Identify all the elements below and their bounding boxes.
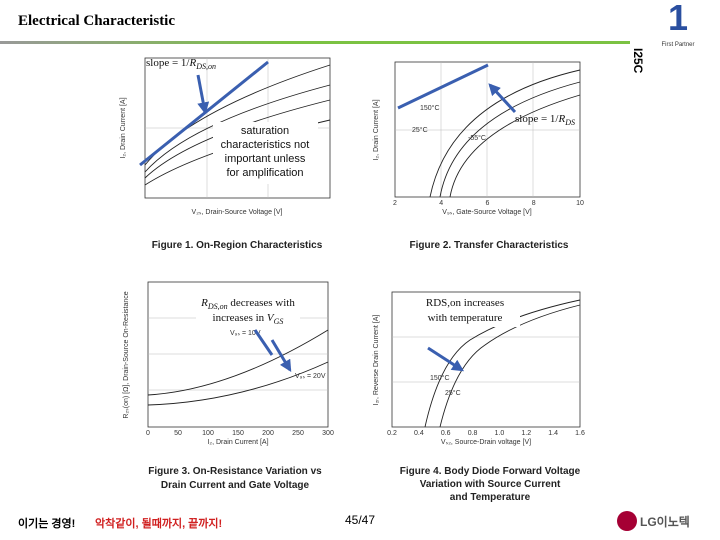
- caption: Drain Current and Gate Voltage: [161, 480, 310, 491]
- arrow: [488, 83, 517, 114]
- y-label: I₂, Drain Current [A]: [120, 97, 127, 158]
- logo-text: First Partner: [661, 42, 694, 48]
- x-tick-label: 150: [232, 430, 244, 437]
- curve-label: 150°C: [420, 104, 440, 112]
- curve-label: -55°C: [468, 134, 486, 142]
- caption: Variation with Source Current: [420, 479, 561, 490]
- figure-2: 150°C 25°C -55°C 2 4 6 8 10 V₉ₛ, Gate-Source…: [373, 61, 584, 251]
- annotation: increases in VGS: [213, 312, 284, 326]
- x-tick-label: 8: [532, 200, 536, 207]
- x-tick-label: 300: [322, 430, 334, 437]
- x-tick-label: 250: [292, 430, 304, 437]
- curve-label: 25°C: [412, 126, 428, 134]
- arrow: [196, 74, 210, 115]
- x-tick-label: 0.6: [441, 430, 451, 437]
- x-tick-label: 0: [146, 430, 150, 437]
- annotation-line: with temperature: [428, 312, 503, 324]
- x-tick-label: 1.6: [575, 430, 585, 437]
- arrow: [253, 329, 290, 370]
- annotation-line: RDS,on increases: [426, 297, 504, 309]
- curve-label: V₉ₛ = 20V: [295, 373, 326, 380]
- annotation: slope = 1/RDS,on: [146, 57, 216, 71]
- caption: and Temperature: [450, 492, 531, 503]
- caption: Figure 3. On-Resistance Variation vs: [148, 466, 322, 477]
- figure-3: V₉ₛ = 10V V₉ₛ = 20V 0 50 100 150 200 250 300 I…: [123, 281, 334, 491]
- x-label: V₂ₛ, Drain-Source Voltage [V]: [192, 209, 283, 216]
- arrow: [427, 346, 465, 372]
- title-rule: [0, 41, 630, 44]
- title: Electrical Characteristic: [18, 13, 175, 29]
- x-tick-label: 1.2: [521, 430, 531, 437]
- company-logo: [617, 511, 637, 531]
- annotation: slope = 1/RDS: [515, 113, 575, 127]
- x-tick-label: 0.4: [414, 430, 424, 437]
- company: LG이노텍: [640, 514, 690, 529]
- x-tick-label: 1.4: [548, 430, 558, 437]
- annotation-box: [196, 293, 300, 327]
- y-label: I₂, Drain Current [A]: [373, 99, 380, 160]
- x-label: I₂, Drain Current [A]: [207, 439, 268, 446]
- curve-label: V₉ₛ = 10V: [230, 330, 261, 337]
- curve-label: 150°C: [430, 374, 450, 382]
- x-tick-label: 6: [486, 200, 490, 207]
- annotation-box: [410, 293, 520, 327]
- y-label: R₂ₛ(on) [Ω], Drain-Source On-Resistance: [123, 291, 130, 418]
- slope-line: [397, 63, 489, 110]
- x-tick-label: 1.0: [495, 430, 505, 437]
- x-tick-label: 50: [174, 430, 182, 437]
- x-tick-label: 100: [202, 430, 214, 437]
- y-label: I₂ᵣ, Reverse Drain Current [A]: [373, 315, 380, 406]
- x-tick-label: 0.8: [468, 430, 478, 437]
- x-tick-label: 200: [262, 430, 274, 437]
- curve-label: 25°C: [445, 389, 461, 397]
- x-tick-label: 4: [439, 200, 443, 207]
- annotation-line: important unless: [225, 153, 306, 165]
- side-label: I25C: [631, 48, 645, 74]
- x-tick-label: 0.2: [387, 430, 397, 437]
- x-label: Vₛ₂, Source-Drain voltage [V]: [441, 439, 531, 446]
- logo: 1: [668, 0, 688, 38]
- motto: 이기는 경영!: [18, 516, 75, 530]
- caption: Figure 4. Body Diode Forward Voltage: [400, 466, 581, 477]
- annotation-box: [213, 122, 318, 184]
- caption: Figure 2. Transfer Characteristics: [410, 240, 569, 251]
- page-number: 45/47: [345, 513, 375, 527]
- caption: Figure 1. On-Region Characteristics: [152, 240, 323, 251]
- annotation: RDS,on decreases with: [200, 297, 295, 311]
- x-tick-label: 10: [576, 200, 584, 207]
- annotation-line: for amplification: [226, 167, 303, 179]
- figure-4: 150°C 25°C 0.2 0.4 0.6 0.8 1.0 1.2 1.4 1.6 Vₛ₂,…: [373, 291, 585, 503]
- slogan: 악착같이, 될때까지, 끝까지!: [95, 516, 222, 530]
- x-tick-label: 2: [393, 200, 397, 207]
- annotation-line: saturation: [241, 125, 289, 137]
- x-label: V₉ₛ, Gate-Source Voltage [V]: [442, 209, 531, 216]
- annotation-line: characteristics not: [221, 139, 310, 151]
